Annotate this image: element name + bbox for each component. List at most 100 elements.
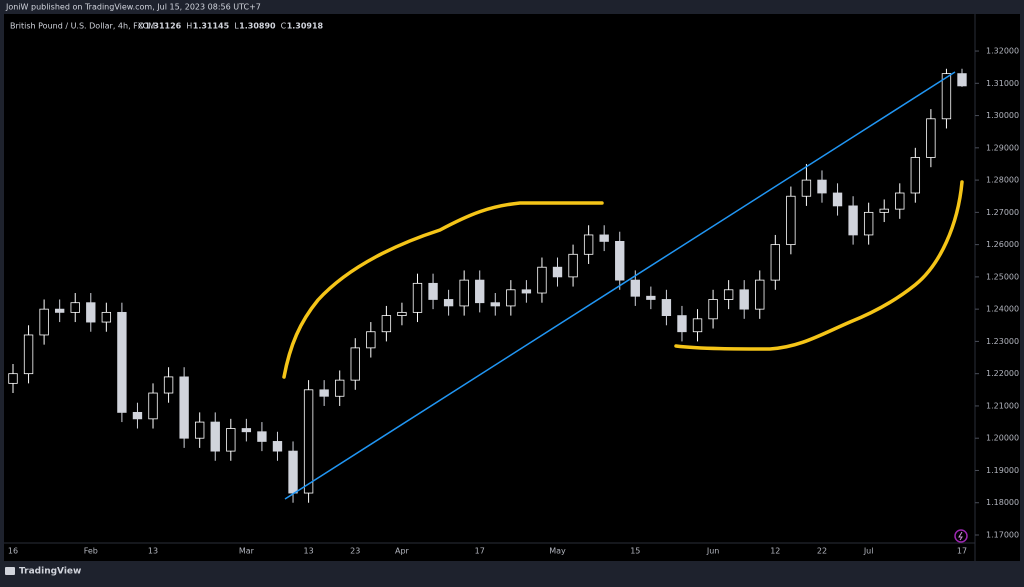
candle-body: [241, 428, 252, 433]
candle-body: [101, 311, 112, 323]
x-tick-label: Feb: [84, 547, 98, 556]
candle-body: [226, 428, 236, 452]
candle-body: [848, 205, 858, 236]
candle-body: [54, 308, 65, 313]
candle-body: [739, 289, 749, 310]
candle-body: [117, 311, 127, 413]
candle-body: [70, 302, 80, 313]
y-tick-label: 1.23000: [986, 337, 1019, 346]
candle-body: [910, 157, 921, 194]
legend-key: C: [281, 22, 287, 31]
y-tick-label: 1.17000: [986, 530, 1019, 539]
candle-body: [257, 431, 267, 442]
x-tick-label: Jun: [706, 547, 720, 556]
candle-body: [801, 179, 812, 197]
legend-value: 1.30918: [287, 22, 324, 31]
candle-body: [817, 179, 827, 194]
candle-body: [677, 315, 687, 333]
y-tick-label: 1.26000: [986, 240, 1019, 249]
x-tick-label: 15: [630, 547, 640, 556]
candle-body: [646, 295, 656, 300]
candle-body: [506, 289, 516, 307]
y-tick-label: 1.29000: [986, 143, 1019, 152]
y-tick-label: 1.30000: [986, 111, 1019, 120]
y-tick-label: 1.20000: [986, 434, 1019, 443]
x-tick-label: 12: [770, 547, 780, 556]
legend-value: 1.30890: [239, 22, 276, 31]
candle-body: [163, 376, 174, 394]
candle-body: [397, 311, 407, 317]
brand: TradingView: [19, 567, 81, 577]
legend-key: L: [234, 22, 239, 31]
candle-body: [23, 334, 34, 375]
candle-body: [8, 373, 18, 384]
legend-value: 1.31145: [193, 22, 230, 31]
x-tick-label: Apr: [395, 547, 410, 556]
x-tick-label: 17: [957, 547, 967, 556]
candle-body: [335, 379, 345, 397]
candle-body: [895, 192, 905, 210]
candle-body: [615, 240, 625, 281]
y-tick-label: 1.19000: [986, 466, 1019, 475]
legend-key: O: [138, 22, 144, 31]
candle-body: [786, 195, 796, 246]
candle-body: [755, 279, 765, 310]
y-tick-label: 1.18000: [986, 498, 1019, 507]
legend-key: H: [186, 22, 192, 31]
x-tick-label: 23: [350, 547, 360, 556]
candle-body: [708, 299, 718, 320]
trend-line: [284, 71, 956, 500]
candle-body: [381, 315, 392, 333]
y-tick-label: 1.32000: [986, 47, 1019, 56]
candle-body: [475, 279, 485, 304]
plot-background: [4, 14, 1020, 561]
candle-body: [630, 279, 640, 297]
x-tick-label: 17: [475, 547, 485, 556]
candle-body: [303, 389, 314, 494]
candle-body: [770, 244, 780, 281]
candle-body: [443, 299, 454, 307]
candle-body: [39, 308, 49, 336]
candle-body: [723, 289, 734, 300]
x-tick-label: 16: [8, 547, 18, 556]
alert-icon[interactable]: [954, 529, 968, 543]
y-tick-label: 1.31000: [986, 79, 1019, 88]
y-tick-label: 1.28000: [986, 176, 1019, 185]
candle-body: [272, 441, 283, 452]
y-tick-label: 1.21000: [986, 401, 1019, 410]
candle-body: [132, 411, 143, 420]
candle-body: [319, 389, 329, 397]
candle-body: [366, 331, 376, 349]
candle-body: [661, 299, 672, 317]
candles: [8, 68, 967, 503]
alert-icon-bolt: [958, 531, 963, 541]
y-tick-label: 1.27000: [986, 208, 1019, 217]
x-tick-label: 13: [148, 547, 158, 556]
candle-body: [459, 279, 469, 307]
freehand-curve: [674, 180, 964, 351]
candle-body: [179, 376, 189, 439]
symbol: British Pound / U.S. Dollar, 4h, FXCM: [10, 22, 155, 31]
x-tick-label: Jul: [863, 547, 874, 556]
candle-body: [583, 234, 594, 255]
candle-body: [350, 347, 360, 381]
candle-body: [568, 253, 578, 278]
candle-body: [412, 282, 423, 313]
x-tick-label: 22: [817, 547, 827, 556]
candle-body: [537, 266, 547, 294]
candle-body: [832, 192, 843, 207]
candle-body: [941, 73, 952, 120]
candle-body: [692, 318, 703, 333]
candle-body: [879, 208, 889, 213]
candle-body: [957, 73, 967, 87]
x-tick-label: Mar: [239, 547, 255, 556]
x-tick-label: 13: [303, 547, 313, 556]
candle-body: [195, 421, 205, 439]
candle-body: [288, 450, 298, 494]
candle-body: [428, 282, 438, 300]
x-tick-label: May: [549, 547, 566, 556]
candle-body: [86, 302, 96, 323]
candle-body: [521, 289, 532, 294]
